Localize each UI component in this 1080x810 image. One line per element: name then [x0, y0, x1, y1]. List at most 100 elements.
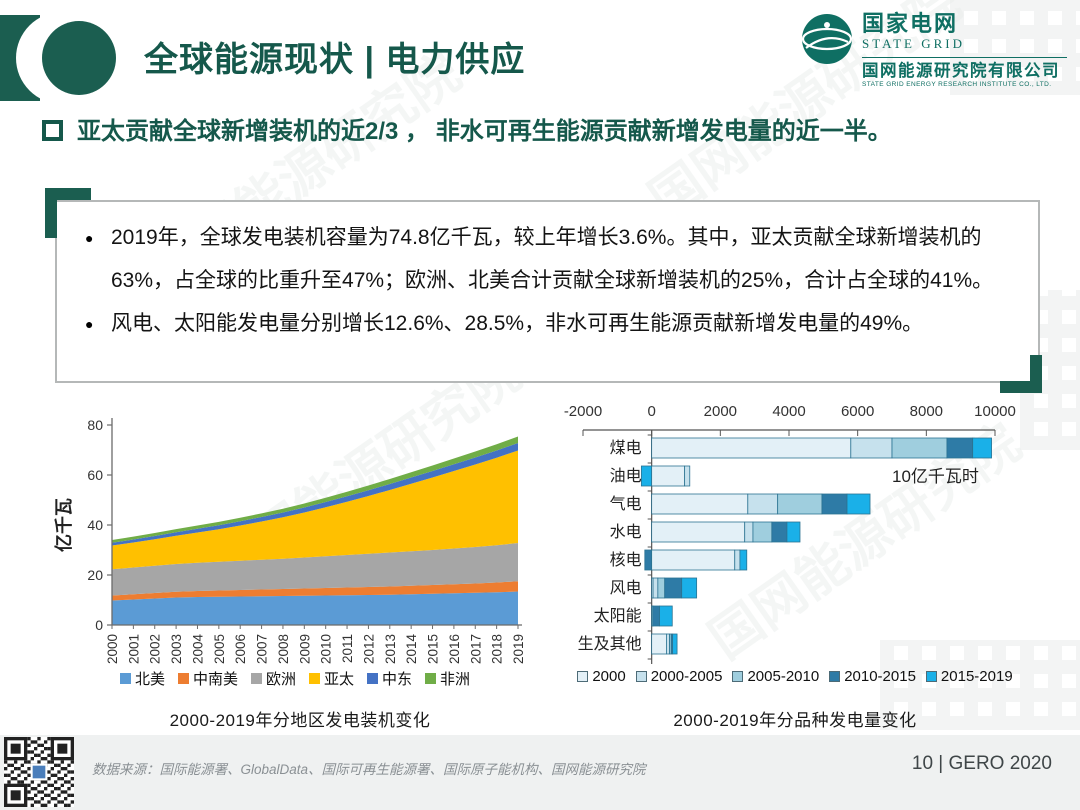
legend-item: 亚太	[309, 668, 354, 689]
legend-item: 非洲	[425, 668, 470, 689]
state-grid-logo: 国家电网 STATE GRID 国网能源研究院有限公司 STATE GRID E…	[800, 12, 1070, 88]
svg-text:8000: 8000	[910, 403, 943, 420]
svg-text:2011: 2011	[340, 634, 355, 663]
legend-label: 中南美	[192, 671, 238, 688]
bar-chart-legend: 2000 2000-2005 2005-2010 2010-2015 2015-2019	[565, 668, 1025, 685]
legend-swatch	[119, 673, 131, 684]
bullet-dot-icon: ●	[85, 230, 94, 246]
svg-text:2001: 2001	[126, 634, 141, 664]
headline: 亚太贡献全球新增装机的近2/3 ， 非水可再生能源贡献新增发电量的近一半。	[42, 113, 1042, 150]
area-chart-svg: 0 20 40 60 80 2000 2001 2002 2003 2004 2005 2006 200…	[53, 417, 526, 665]
svg-text:2000: 2000	[105, 634, 120, 664]
bar-chart-svg: -2000 0 2000 4000 6000 8000 10000 煤电油电气电水电核电风电太…	[564, 403, 1016, 664]
legend-label: 2015-2019	[940, 668, 1013, 685]
legend-label: 欧洲	[265, 671, 296, 688]
page-number: 10 | GERO 2020	[911, 753, 1052, 774]
square-bullet-icon	[42, 120, 63, 141]
svg-text:2018: 2018	[490, 634, 505, 664]
svg-text:0: 0	[95, 617, 103, 633]
qr-code	[4, 737, 74, 807]
logo-divider	[862, 57, 1067, 58]
svg-text:10000: 10000	[974, 403, 1016, 420]
svg-text:2012: 2012	[361, 634, 376, 664]
svg-text:2003: 2003	[169, 634, 184, 664]
legend-swatch	[250, 673, 262, 684]
svg-text:0: 0	[647, 403, 655, 420]
svg-text:2016: 2016	[447, 634, 462, 664]
legend-swatch	[829, 671, 841, 682]
area-chart-caption: 2000-2019年分地区发电装机变化	[169, 711, 431, 730]
svg-text:气电: 气电	[610, 495, 642, 513]
data-source-text: 数据来源：国际能源署、GlobalData、国际可再生能源署、国际原子能机构、国…	[92, 762, 646, 777]
legend-label: 北美	[134, 671, 165, 688]
legend-label: 中东	[382, 671, 413, 688]
box-corner-accent-bottomright	[1000, 355, 1042, 393]
summary-box: ● 2019年，全球发电装机容量为74.8亿千瓦，较上年增长3.6%。其中，亚太…	[55, 200, 1040, 383]
svg-text:生及其他: 生及其他	[578, 635, 642, 653]
legend-item: 2005-2010	[732, 668, 819, 685]
legend-swatch	[425, 673, 437, 684]
svg-text:80: 80	[87, 417, 103, 433]
legend-label: 2000-2005	[650, 668, 723, 685]
page-title: 全球能源现状 | 电力供应	[144, 41, 526, 79]
svg-text:2008: 2008	[276, 634, 291, 664]
bullet-text: 风电、太阳能发电量分别增长12.6%、28.5%，非水可再生能源贡献新增发电量的…	[111, 312, 924, 335]
svg-text:2005: 2005	[212, 634, 227, 664]
bullet-text: 2019年，全球发电装机容量为74.8亿千瓦，较上年增长3.6%。其中，亚太贡献…	[111, 226, 994, 292]
svg-text:-2000: -2000	[564, 403, 602, 420]
legend-label: 亚太	[324, 671, 355, 688]
svg-text:2000: 2000	[704, 403, 737, 420]
logo-org-en: STATE GRID ENERGY RESEARCH INSTITUTE CO.…	[862, 81, 1052, 88]
legend-item: 欧洲	[250, 668, 296, 689]
svg-text:20: 20	[87, 567, 103, 583]
legend-item: 2000	[577, 668, 626, 685]
svg-text:40: 40	[87, 517, 103, 533]
legend-item: 中东	[367, 668, 412, 689]
slide-corner-logo-icon	[0, 12, 116, 104]
svg-text:2019: 2019	[511, 634, 526, 664]
area-chart-legend: 北美 中南美 欧洲 亚太 中东 非洲	[70, 668, 520, 689]
summary-bullet: ● 风电、太阳能发电量分别增长12.6%、28.5%，非水可再生能源贡献新增发电…	[85, 302, 1016, 345]
bar-chart-caption: 2000-2019年分品种发电量变化	[673, 711, 917, 730]
svg-text:2013: 2013	[383, 634, 398, 664]
legend-item: 2000-2005	[635, 668, 723, 685]
legend-label: 2000	[592, 668, 626, 685]
svg-text:2006: 2006	[233, 634, 248, 664]
svg-text:2009: 2009	[297, 634, 312, 664]
svg-text:2010: 2010	[319, 634, 334, 664]
bullet-dot-icon: ●	[85, 316, 94, 332]
svg-text:60: 60	[87, 467, 103, 483]
headline-text: 亚太贡献全球新增装机的近2/3 ， 非水可再生能源贡献新增发电量的近一半。	[77, 118, 892, 145]
legend-swatch	[925, 671, 937, 682]
svg-text:风电: 风电	[610, 579, 642, 597]
legend-item: 中南美	[177, 668, 238, 689]
legend-item: 2015-2019	[925, 668, 1013, 685]
svg-text:2004: 2004	[190, 634, 205, 665]
svg-text:煤电: 煤电	[610, 439, 642, 457]
legend-swatch	[577, 671, 589, 682]
svg-text:2014: 2014	[404, 634, 419, 665]
svg-text:6000: 6000	[841, 403, 874, 420]
svg-text:水电: 水电	[610, 523, 642, 541]
legend-label: 非洲	[440, 671, 471, 688]
legend-item: 北美	[119, 668, 165, 689]
logo-name-cn: 国家电网	[862, 11, 959, 36]
legend-swatch	[367, 673, 379, 684]
state-grid-globe-icon	[801, 14, 853, 64]
footer-band	[0, 735, 1080, 810]
logo-org-cn: 国网能源研究院有限公司	[862, 62, 1060, 80]
svg-text:2007: 2007	[255, 634, 270, 664]
svg-text:2017: 2017	[468, 634, 483, 664]
svg-text:亿千瓦: 亿千瓦	[53, 498, 74, 552]
svg-text:10亿千瓦时: 10亿千瓦时	[892, 467, 979, 486]
legend-label: 2005-2010	[747, 668, 820, 685]
legend-swatch	[309, 673, 320, 684]
svg-text:油电: 油电	[610, 467, 642, 485]
svg-text:4000: 4000	[772, 403, 805, 420]
logo-name-en: STATE GRID	[862, 36, 965, 51]
legend-item: 2010-2015	[829, 668, 916, 685]
legend-label: 2010-2015	[844, 668, 916, 685]
summary-bullet: ● 2019年，全球发电装机容量为74.8亿千瓦，较上年增长3.6%。其中，亚太…	[85, 216, 1016, 302]
legend-swatch	[177, 673, 189, 684]
svg-text:太阳能: 太阳能	[594, 607, 642, 625]
